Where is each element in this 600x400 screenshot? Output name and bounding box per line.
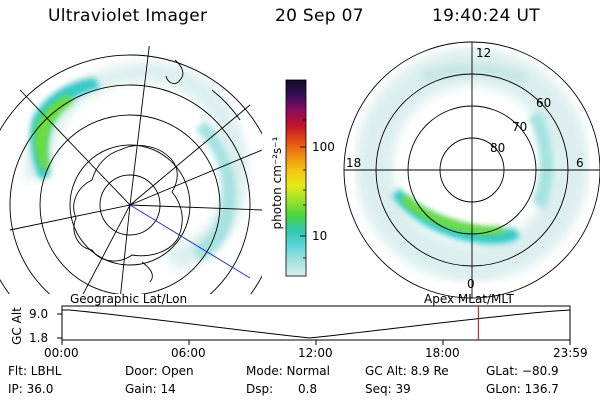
track-x-tick-2359: 23:59 [553,346,588,360]
mlat-label-70: 70 [512,120,528,134]
track-x-tick-12: 12:00 [298,346,333,360]
geographic-image [0,46,262,294]
geographic-panel-label: Geographic Lat/Lon [70,292,188,306]
mlt-label-18: 18 [346,156,362,170]
track-frame [61,305,571,341]
info-dsp-value: 0.8 [298,382,318,396]
geo-aurora-core [34,94,72,170]
colorbar-unit-label: photon cm⁻²s⁻¹ [270,136,284,230]
mlat-label-60: 60 [536,96,552,110]
mlat-label-80: 80 [490,141,506,155]
apex-panel-label: Apex MLat/MLT [424,292,514,306]
colorbar [285,79,307,277]
date-label: 20 Sep 07 [275,6,364,26]
altitude-track [57,305,571,345]
track-x-tick-18: 18:00 [425,346,460,360]
info-gain: Gain: 14 [125,382,176,396]
mlt-label-12: 12 [476,46,492,60]
colorbar-scale [285,79,307,277]
track-x-tick-06: 06:00 [171,346,206,360]
info-filter: Flt: LBHL [8,364,62,378]
altitude-curve [62,309,571,339]
track-y-tick-1.8: 1.8 [29,331,49,345]
colorbar-tick-100: 100 [312,140,335,154]
colorbar-tick-10: 10 [312,229,328,243]
mlt-label-0: 0 [467,277,475,291]
info-seq: Seq: 39 [365,382,411,396]
geo-aurora-right [192,120,237,262]
info-glon: GLon: 136.7 [486,382,559,396]
sun-direction-line [129,204,251,279]
info-glat: GLat: −80.9 [486,364,559,378]
mlt-label-6: 6 [576,156,584,170]
track-x-tick-00: 00:00 [44,346,79,360]
info-ip: IP: 36.0 [8,382,54,396]
time-label: 19:40:24 UT [432,6,540,26]
geo-aurora-arc [30,78,101,180]
info-gc-alt: GC Alt: 8.9 Re [365,364,449,378]
track-y-label: GC Alt [10,307,24,345]
instrument-title: Ultraviolet Imager [48,6,208,26]
apex-image [343,41,600,299]
antarctica-outline [73,145,183,262]
track-y-tick-9: 9.0 [29,307,49,321]
info-dsp-label: Dsp: [246,382,274,396]
info-mode: Mode: Normal [246,364,330,378]
apex-aurora-core [400,194,506,235]
info-door: Door: Open [125,364,194,378]
